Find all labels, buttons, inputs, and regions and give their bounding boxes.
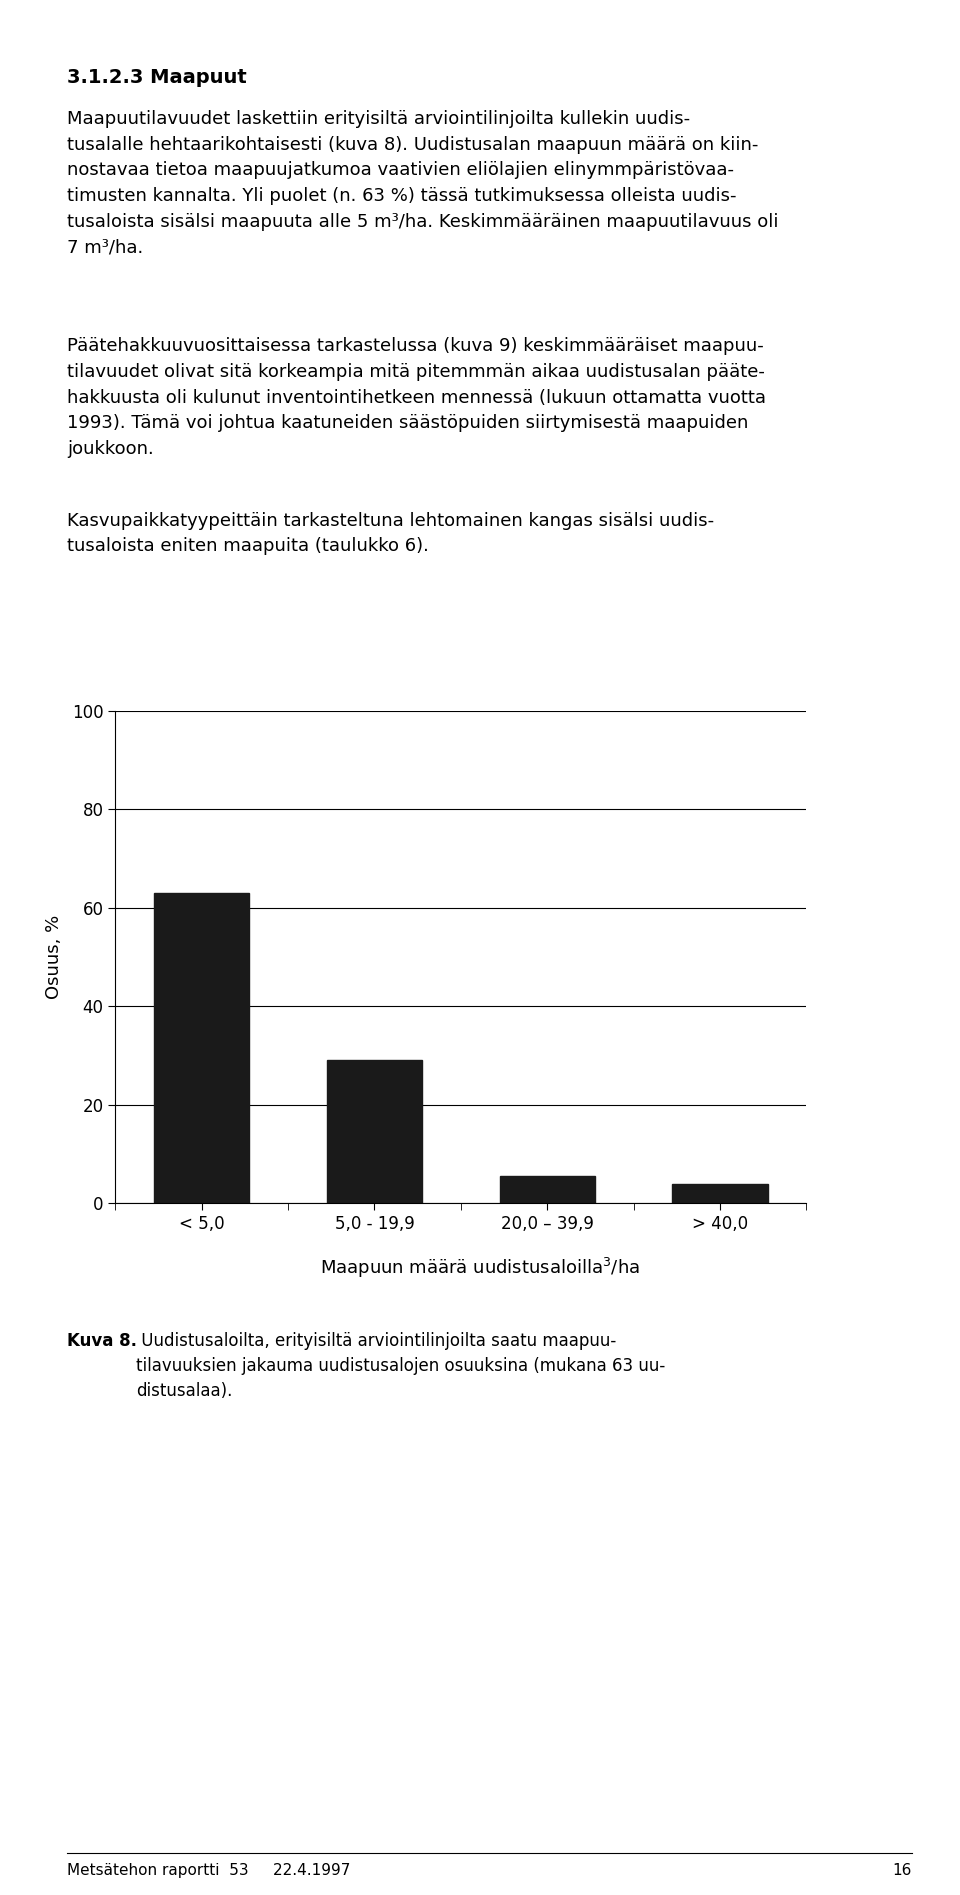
Text: Kasvupaikkatyypeittäin tarkasteltuna lehtomainen kangas sisälsi uudis-
tusaloist: Kasvupaikkatyypeittäin tarkasteltuna leh… (67, 512, 714, 555)
Bar (500, 1177, 595, 1203)
Bar (672, 1184, 768, 1203)
Text: Kuva 8.: Kuva 8. (67, 1332, 137, 1349)
Text: Uudistusaloilta, erityisiltä arviointilinjoilta saatu maapuu-
tilavuuksien jakau: Uudistusaloilta, erityisiltä arviointili… (136, 1332, 665, 1400)
Text: 16: 16 (893, 1863, 912, 1878)
Y-axis label: Osuus, %: Osuus, % (45, 915, 63, 999)
Text: Päätehakkuuvuosittaisessa tarkastelussa (kuva 9) keskimmääräiset maapuu-
tilavuu: Päätehakkuuvuosittaisessa tarkastelussa … (67, 337, 766, 459)
Text: Maapuun määrä uudistusaloilla$^3$/ha: Maapuun määrä uudistusaloilla$^3$/ha (320, 1256, 640, 1281)
Bar (154, 893, 250, 1203)
Text: Maapuutilavuudet laskettiin erityisiltä arviointilinjoilta kullekin uudis-
tusal: Maapuutilavuudet laskettiin erityisiltä … (67, 110, 779, 256)
Bar (326, 1061, 421, 1203)
Text: Metsätehon raportti  53     22.4.1997: Metsätehon raportti 53 22.4.1997 (67, 1863, 350, 1878)
Text: 3.1.2.3 Maapuut: 3.1.2.3 Maapuut (67, 68, 247, 87)
